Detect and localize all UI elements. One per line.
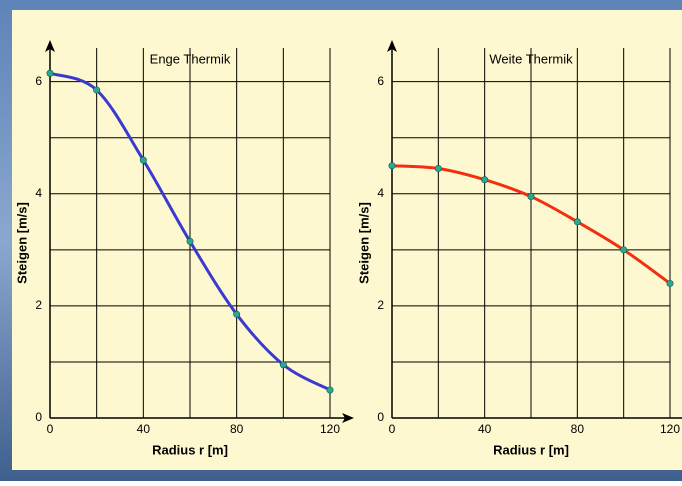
y-tick-label: 0 xyxy=(377,410,384,424)
y-axis-label: Steigen [m/s] xyxy=(356,202,371,284)
point xyxy=(186,237,194,245)
x-tick-label: 0 xyxy=(389,422,396,436)
y-tick-label: 0 xyxy=(35,410,42,424)
x-tick-label: 120 xyxy=(320,422,340,436)
point xyxy=(620,246,628,254)
y-tick-label: 6 xyxy=(35,74,42,88)
x-tick-label: 0 xyxy=(47,422,54,436)
y-axis-arrow xyxy=(45,40,55,52)
y-tick-label: 4 xyxy=(377,186,384,200)
y-axis-label: Steigen [m/s] xyxy=(14,202,29,284)
point xyxy=(481,176,489,184)
x-axis-arrow xyxy=(342,413,354,423)
x-tick-label: 120 xyxy=(660,422,680,436)
x-tick-label: 40 xyxy=(478,422,492,436)
y-tick-label: 4 xyxy=(35,186,42,200)
point xyxy=(573,218,581,226)
chart-title: Enge Thermik xyxy=(150,51,231,66)
x-tick-label: 80 xyxy=(571,422,585,436)
point xyxy=(326,386,334,394)
point xyxy=(666,279,674,287)
point xyxy=(139,156,147,164)
x-tick-label: 80 xyxy=(230,422,244,436)
x-axis-label: Radius r [m] xyxy=(152,442,228,457)
point xyxy=(93,86,101,94)
point xyxy=(434,165,442,173)
point xyxy=(388,162,396,170)
y-tick-label: 2 xyxy=(35,298,42,312)
y-axis-arrow xyxy=(387,40,397,52)
point xyxy=(46,69,54,77)
y-tick-label: 6 xyxy=(377,74,384,88)
y-tick-label: 2 xyxy=(377,298,384,312)
point xyxy=(233,310,241,318)
x-axis-label: Radius r [m] xyxy=(493,442,569,457)
point xyxy=(279,361,287,369)
point xyxy=(527,193,535,201)
panel xyxy=(12,10,682,470)
chart-title: Weite Thermik xyxy=(489,51,573,66)
x-tick-label: 40 xyxy=(137,422,151,436)
